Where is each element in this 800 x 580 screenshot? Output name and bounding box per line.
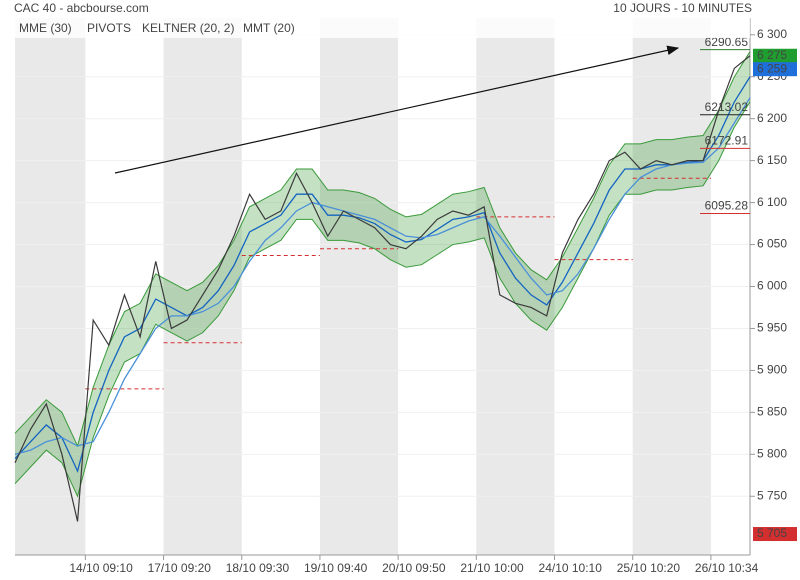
x-tick-label: 21/10 10:00 (460, 561, 524, 575)
legend-mmt[interactable]: MMT (20) (243, 21, 295, 35)
price-tag-label: 5 705 (757, 526, 787, 540)
legend-pivots[interactable]: PIVOTS (87, 21, 131, 35)
y-tick-label: 5 750 (757, 488, 787, 502)
price-tag (753, 48, 797, 63)
price-line (14, 55, 751, 522)
level-label: 6290.65 (705, 35, 749, 49)
plot: 5 750 5 800 5 850 5 900 5 950 6 000 6 050 6 100… (14, 18, 797, 575)
y-tick-label: 6 100 (757, 195, 787, 209)
y-tick-label: 5 850 (757, 405, 787, 419)
y-tick-label: 6 200 (757, 111, 787, 125)
x-tick-label: 20/10 09:50 (382, 561, 446, 575)
x-tick-label: 19/10 09:40 (304, 561, 368, 575)
price-tag (753, 62, 797, 77)
x-tick-label: 14/10 09:10 (69, 561, 133, 575)
legend-keltner[interactable]: KELTNER (20, 2) (142, 21, 234, 35)
legend-mme[interactable]: MME (30) (19, 21, 72, 35)
x-tick-label: 18/10 09:30 (226, 561, 290, 575)
y-tick-label: 5 950 (757, 321, 787, 335)
trend-arrow (114, 45, 680, 174)
level-label: 6213.02 (705, 100, 749, 114)
level-label: 6172.91 (705, 134, 749, 148)
header-title: CAC 40 - abcbourse.com (14, 1, 149, 15)
x-tick-label: 17/10 09:20 (148, 561, 212, 575)
x-tick-label: 25/10 10:20 (617, 561, 681, 575)
y-tick-label: 6 050 (757, 237, 787, 251)
keltner-lower (14, 101, 751, 498)
keltner-fill (15, 51, 750, 497)
price-tag-label: 6 275 (757, 48, 787, 62)
ma-line (14, 97, 751, 455)
y-tick-label: 6 000 (757, 279, 787, 293)
keltner-upper (14, 51, 751, 448)
price-tag (753, 527, 797, 542)
y-tick-label: 5 800 (757, 446, 787, 460)
legend-bg (15, 18, 750, 38)
y-tick-label: 5 900 (757, 363, 787, 377)
header-period: 10 JOURS - 10 MINUTES (613, 1, 752, 15)
price-tag-label: 6 259 (757, 61, 787, 75)
y-tick-label: 6 300 (757, 27, 787, 41)
x-tick-label: 24/10 10:10 (539, 561, 603, 575)
level-label: 6095.28 (705, 199, 749, 213)
x-tick-label: 26/10 10:34 (695, 561, 759, 575)
y-tick-label: 6 150 (757, 153, 787, 167)
